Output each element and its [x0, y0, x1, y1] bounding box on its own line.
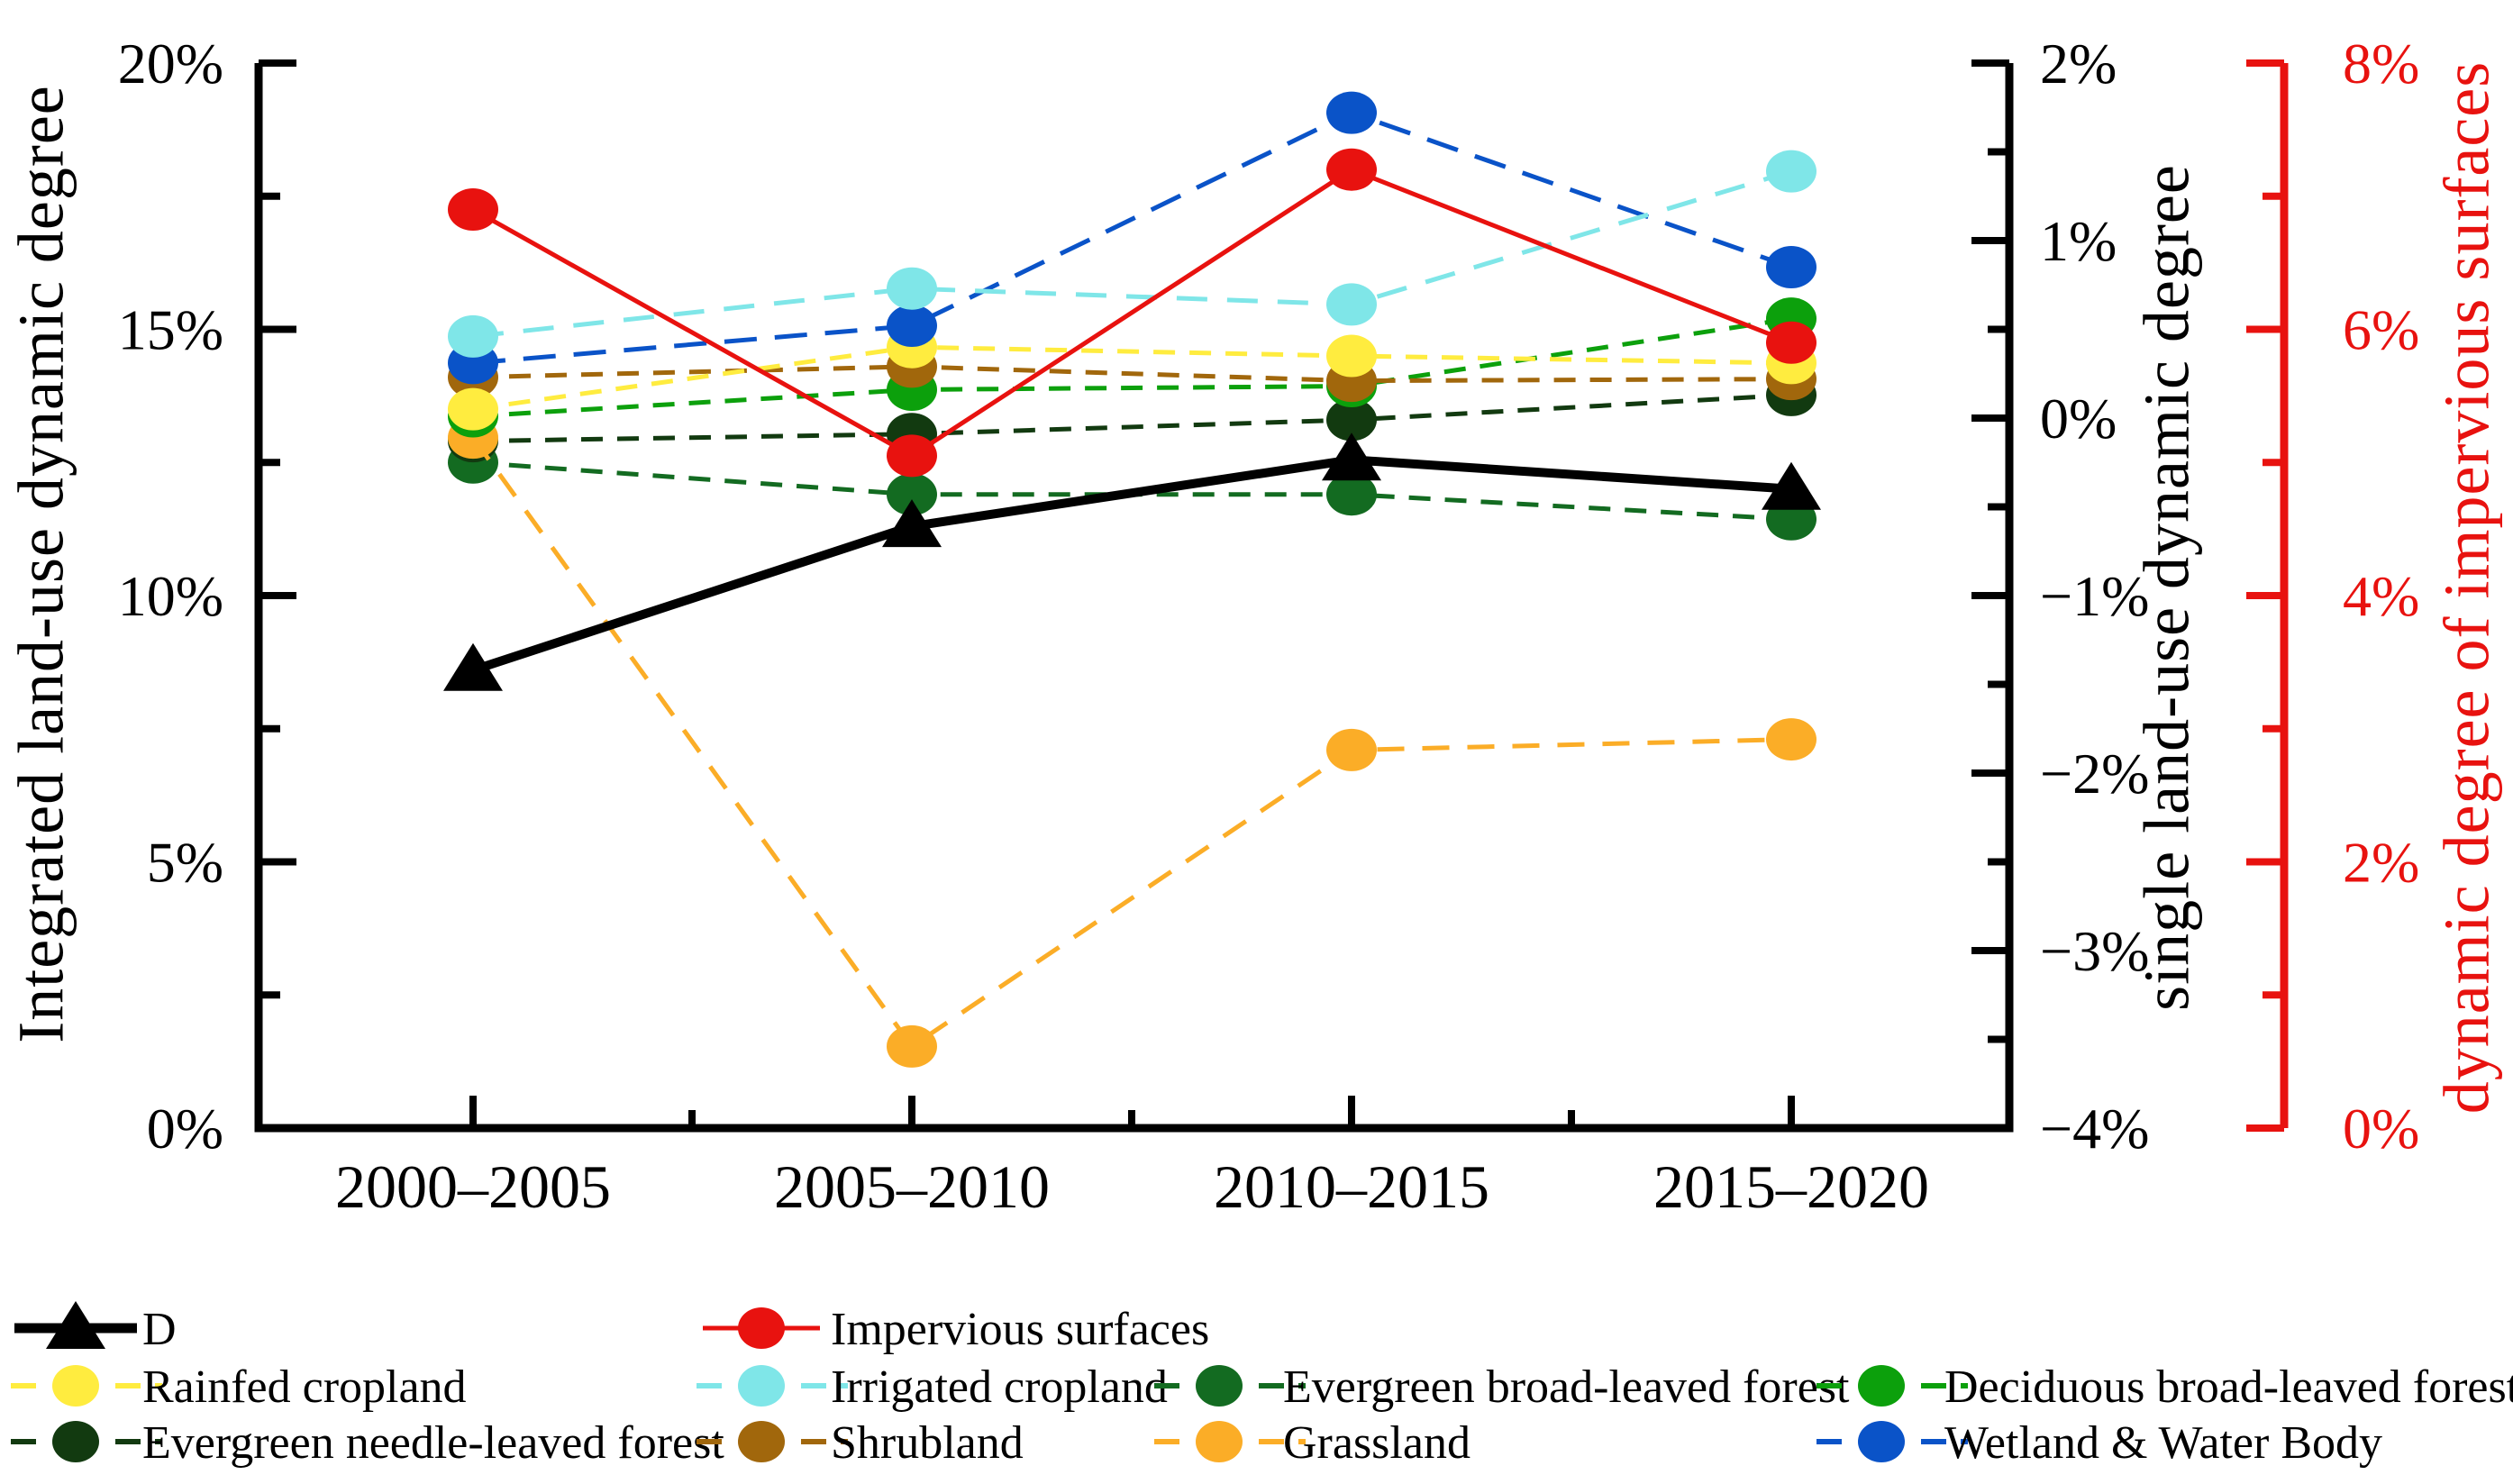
legend-marker-wetland-water-body: [1858, 1421, 1905, 1462]
legend-label-evergreen-needle-leaved-forest: Evergreen needle-leaved forest: [142, 1417, 724, 1469]
right-inner-axis-tick-label: 1%: [2040, 209, 2117, 273]
left-axis-tick-label: 15%: [118, 298, 223, 362]
series-marker-rainfed-cropland-2: [1326, 334, 1377, 378]
left-axis-tick-label: 10%: [118, 564, 223, 628]
series-marker-irrigated-cropland-0: [448, 314, 498, 358]
legend-marker-rainfed-cropland: [52, 1365, 99, 1407]
series-grassland: [448, 416, 1816, 1068]
series-marker-wetland-water-body-3: [1766, 246, 1816, 289]
right-inner-axis-tick-label: −1%: [2040, 564, 2149, 628]
series-marker-wetland-water-body-2: [1326, 91, 1377, 134]
left-axis: 0% 5% 10% 15% 20%: [118, 32, 296, 1161]
left-axis-tick-label: 5%: [147, 831, 223, 895]
legend-marker-evergreen-broad-leaved-forest: [1196, 1365, 1243, 1407]
legend-label-irrigated-cropland: Irrigated cropland: [831, 1361, 1168, 1413]
series-line-grassland: [470, 436, 1792, 1050]
right-outer-axis-tick-label: 6%: [2343, 298, 2419, 362]
legend-item-d: D: [14, 1301, 177, 1355]
series-marker-impervious-surfaces-1: [887, 434, 937, 478]
legend-label-wetland-water-body: Wetland & Water Body: [1944, 1417, 2382, 1469]
series-shrubland: [448, 345, 1816, 403]
series-line-evergreen-needle-leaved-forest: [472, 392, 1792, 444]
legend-item-impervious-surfaces: Impervious surfaces: [703, 1304, 1209, 1355]
right-inner-axis-title: single land-use dynamic degree: [2130, 164, 2203, 1011]
legend-item-deciduous-broad-leaved-forest: Deciduous broad-leaved forest: [1816, 1361, 2513, 1413]
series-marker-evergreen-broad-leaved-forest-2: [1326, 473, 1377, 516]
series-marker-d-2: [1322, 432, 1381, 481]
series-wetland-water-body: [448, 91, 1816, 385]
legend-label-d: D: [142, 1304, 177, 1355]
series-line-impervious-surfaces: [471, 167, 1792, 459]
series-marker-d-1: [882, 499, 942, 548]
left-axis-title: Integrated land-use dynamic degree: [5, 85, 77, 1043]
right-outer-axis: 0% 2% 4% 6% 8%: [2246, 32, 2419, 1161]
series-marker-wetland-water-body-1: [887, 305, 937, 348]
legend-marker-d: [46, 1301, 105, 1349]
series-marker-grassland-3: [1766, 718, 1816, 761]
series-line-wetland-water-body: [472, 110, 1792, 366]
right-inner-axis: 2% 1% 0% −1% −2% −3% −4%: [1971, 32, 2149, 1161]
x-axis-tick-label: 2005–2010: [774, 1152, 1050, 1221]
right-inner-axis-tick-label: 0%: [2040, 387, 2117, 451]
legend-marker-shrubland: [738, 1421, 785, 1462]
x-axis-tick-label: 2015–2020: [1653, 1152, 1929, 1221]
series-marker-impervious-surfaces-3: [1766, 321, 1816, 364]
x-axis-tick-label: 2010–2015: [1214, 1152, 1489, 1221]
legend-label-rainfed-cropland: Rainfed cropland: [142, 1361, 467, 1413]
left-axis-tick-label: 20%: [118, 32, 223, 96]
legend-label-impervious-surfaces: Impervious surfaces: [831, 1304, 1209, 1355]
series-irrigated-cropland: [448, 150, 1816, 358]
series-line-d: [471, 455, 1792, 675]
legend-item-grassland: Grassland: [1154, 1417, 1470, 1469]
series-line-shrubland: [472, 364, 1792, 384]
legend-item-irrigated-cropland: Irrigated cropland: [697, 1361, 1168, 1413]
legend-marker-deciduous-broad-leaved-forest: [1858, 1365, 1905, 1407]
right-outer-axis-tick-label: 2%: [2343, 831, 2419, 895]
right-inner-axis-tick-label: 2%: [2040, 32, 2117, 96]
legend-marker-irrigated-cropland: [738, 1365, 785, 1407]
legend-marker-impervious-surfaces: [738, 1307, 785, 1349]
series-line-irrigated-cropland: [472, 168, 1792, 339]
right-outer-axis-title: dynamic degree of impervious surfaces: [2430, 60, 2503, 1115]
series-marker-grassland-1: [887, 1024, 937, 1068]
right-inner-axis-tick-label: −4%: [2040, 1097, 2149, 1161]
legend-item-wetland-water-body: Wetland & Water Body: [1816, 1417, 2382, 1469]
series-d: [443, 432, 1821, 691]
series-impervious-surfaces: [448, 148, 1816, 478]
series-marker-evergreen-broad-leaved-forest-1: [887, 473, 937, 516]
legend-item-evergreen-broad-leaved-forest: Evergreen broad-leaved forest: [1154, 1361, 1850, 1413]
series-line-deciduous-broad-leaved-forest: [472, 316, 1792, 419]
legend-label-evergreen-broad-leaved-forest: Evergreen broad-leaved forest: [1283, 1361, 1850, 1413]
series-marker-grassland-2: [1326, 728, 1377, 771]
right-outer-axis-tick-label: 0%: [2343, 1097, 2419, 1161]
x-axis-tick-label: 2000–2005: [335, 1152, 611, 1221]
legend-label-shrubland: Shrubland: [831, 1417, 1024, 1469]
series-marker-irrigated-cropland-3: [1766, 150, 1816, 193]
bottom-axis: 2000–2005 2005–2010 2010–2015 2015–2020: [254, 1096, 2014, 1221]
series-marker-evergreen-needle-leaved-forest-2: [1326, 398, 1377, 442]
legend-item-rainfed-cropland: Rainfed cropland: [11, 1361, 467, 1413]
right-outer-axis-tick-label: 4%: [2343, 564, 2419, 628]
legend: D Impervious surfaces Rainfed cropland Irri…: [11, 1301, 2513, 1469]
right-inner-axis-tick-label: −3%: [2040, 919, 2149, 983]
series-marker-rainfed-cropland-0: [448, 387, 498, 431]
legend-label-grassland: Grassland: [1283, 1417, 1470, 1469]
legend-marker-evergreen-needle-leaved-forest: [52, 1421, 99, 1462]
series-marker-impervious-surfaces-0: [448, 188, 498, 232]
legend-marker-grassland: [1196, 1421, 1243, 1462]
legend-item-evergreen-needle-leaved-forest: Evergreen needle-leaved forest: [11, 1417, 724, 1469]
series-marker-d-3: [1762, 461, 1821, 510]
right-outer-axis-tick-label: 8%: [2343, 32, 2419, 96]
series-marker-irrigated-cropland-2: [1326, 283, 1377, 326]
series-marker-d-0: [443, 642, 503, 691]
legend-item-shrubland: Shrubland: [697, 1417, 1024, 1469]
series-marker-impervious-surfaces-2: [1326, 148, 1377, 191]
legend-label-deciduous-broad-leaved-forest: Deciduous broad-leaved forest: [1944, 1361, 2513, 1413]
series-marker-irrigated-cropland-1: [887, 267, 937, 310]
series-line-rainfed-cropland: [472, 344, 1792, 412]
right-inner-axis-tick-label: −2%: [2040, 742, 2149, 806]
left-axis-tick-label: 0%: [147, 1097, 223, 1161]
